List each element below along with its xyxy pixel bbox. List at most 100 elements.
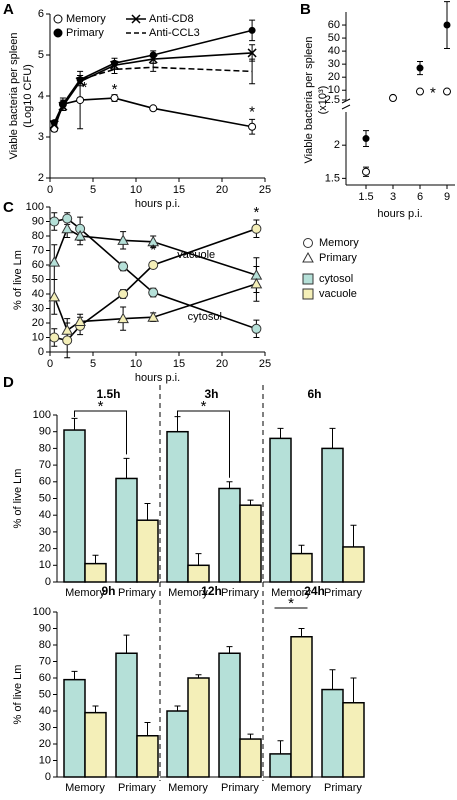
x-tick-label: Primary	[118, 782, 156, 794]
marker	[362, 135, 370, 143]
error-bar	[195, 674, 202, 678]
y-tick-label: 20	[39, 543, 51, 555]
y-tick-label: 20	[32, 317, 44, 329]
marker	[148, 54, 158, 64]
y-tick-label: 1.5	[325, 172, 340, 184]
legend-label: Primary	[66, 27, 104, 39]
marker	[248, 122, 257, 131]
y-tick-label: 90	[39, 426, 51, 438]
error-bar	[329, 427, 336, 449]
marker	[148, 287, 159, 298]
marker	[117, 234, 129, 245]
legend-marker	[53, 28, 63, 38]
y-tick-label: 70	[39, 459, 51, 471]
bar	[239, 738, 262, 778]
y-tick-label: 80	[32, 230, 44, 242]
legend-label: Memory	[66, 13, 106, 25]
bar	[115, 652, 138, 778]
error-bar	[226, 646, 233, 654]
bar	[136, 519, 159, 583]
series-line	[53, 227, 257, 276]
marker	[76, 96, 85, 105]
bar	[342, 546, 365, 583]
panel-letter: D	[3, 374, 14, 391]
marker	[76, 76, 84, 84]
y-tick-label: 50	[39, 688, 51, 700]
y-tick-label: 10	[328, 84, 340, 96]
marker	[247, 48, 257, 58]
marker	[250, 277, 263, 289]
legend-swatch	[302, 288, 314, 300]
series-line	[53, 52, 253, 126]
y-tick-label: 30	[328, 58, 340, 70]
marker	[251, 223, 262, 234]
legend-label: cytosol	[319, 273, 353, 285]
bar	[321, 447, 344, 583]
panel-title: 3h	[204, 387, 218, 401]
bar	[239, 504, 262, 583]
significance-star: *	[81, 79, 87, 96]
y-tick-label: 3	[38, 131, 44, 143]
marker	[75, 77, 85, 87]
y-tick-label: 90	[32, 215, 44, 227]
series-line	[53, 283, 257, 332]
error-bar	[298, 628, 305, 637]
y-tick-label: 90	[39, 622, 51, 634]
marker	[443, 21, 451, 29]
x-axis-label: hours p.i.	[377, 208, 422, 220]
y-axis-label: Viable bacteria per spleen	[8, 33, 20, 160]
x-tick-label: 25	[259, 358, 271, 370]
y-tick-label: 80	[39, 639, 51, 651]
y-tick-label: 40	[32, 288, 44, 300]
bar	[218, 652, 241, 778]
bar	[290, 636, 313, 778]
panel-title: 12h	[201, 584, 222, 598]
error-bar	[174, 705, 181, 711]
marker	[389, 94, 397, 103]
error-bar	[298, 544, 305, 554]
marker	[149, 104, 158, 113]
marker	[416, 87, 424, 96]
marker	[48, 256, 61, 267]
bar	[321, 688, 344, 778]
panel-letter: B	[300, 1, 311, 18]
x-tick-label: 5	[90, 358, 96, 370]
x-tick-label: 20	[216, 184, 228, 196]
marker	[248, 26, 256, 34]
marker	[50, 119, 58, 127]
y-tick-label: 30	[32, 302, 44, 314]
marker	[110, 94, 119, 103]
x-axis-label: hours p.i.	[135, 372, 180, 384]
error-bar	[195, 553, 202, 566]
marker	[49, 332, 60, 343]
error-bar	[247, 499, 254, 506]
error-bar	[277, 740, 284, 754]
y-tick-label: 60	[328, 19, 340, 31]
y-tick-label: 10	[39, 559, 51, 571]
x-tick-label: 5	[90, 184, 96, 196]
y-tick-label: 70	[32, 244, 44, 256]
y-tick-label: 0	[45, 771, 51, 783]
error-bar	[123, 634, 130, 654]
marker	[117, 312, 129, 324]
marker	[62, 335, 73, 346]
y-axis-label: % of live Lm	[12, 469, 24, 529]
y-axis-label: (x10³)	[317, 86, 329, 115]
marker	[362, 167, 370, 176]
error-bar	[350, 524, 357, 547]
marker	[49, 216, 60, 227]
y-axis-label: (Log10 CFU)	[22, 64, 34, 128]
marker	[147, 235, 160, 247]
y-tick-label: 70	[39, 655, 51, 667]
panel-letter: C	[3, 199, 14, 216]
y-tick-label: 5	[38, 49, 44, 61]
y-tick-label: 60	[39, 672, 51, 684]
series-line	[53, 66, 253, 126]
marker	[251, 323, 262, 334]
marker	[61, 324, 74, 335]
x-tick-label: Primary	[118, 587, 156, 599]
y-tick-label: 50	[32, 273, 44, 285]
marker	[118, 289, 129, 299]
x-tick-label: Memory	[168, 587, 208, 599]
